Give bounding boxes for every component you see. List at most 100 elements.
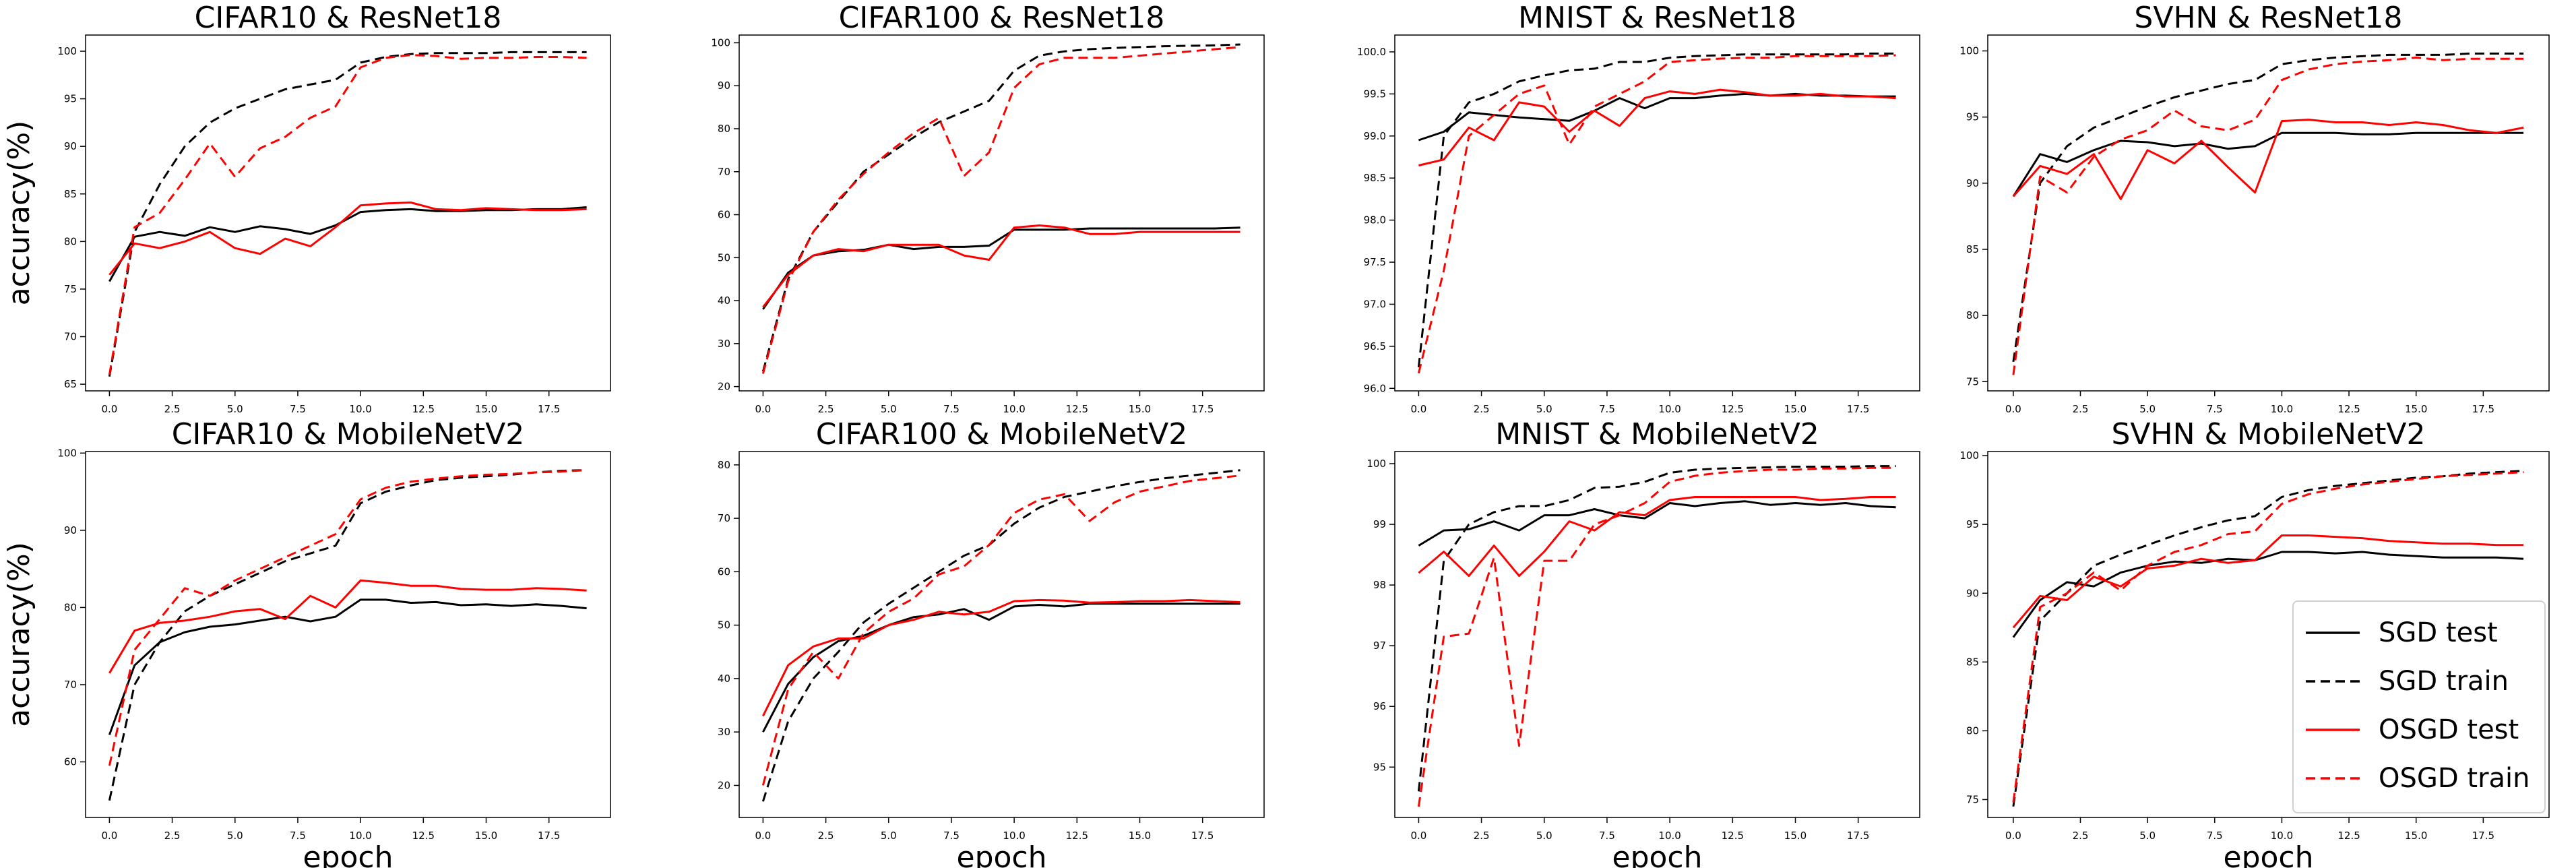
x-tick-label: 15.0 bbox=[475, 403, 497, 415]
y-tick-label: 100 bbox=[1959, 450, 1979, 462]
series-line-osgd-train bbox=[2012, 471, 2524, 803]
legend-swatch bbox=[2306, 775, 2360, 782]
y-tick-label: 70 bbox=[718, 166, 730, 178]
axes-frame bbox=[85, 451, 611, 818]
series-line-sgd-test bbox=[762, 602, 1240, 733]
x-tick-label: 0.0 bbox=[755, 403, 771, 415]
x-tick-label: 17.5 bbox=[1847, 830, 1869, 842]
y-tick-label: 80 bbox=[718, 123, 730, 135]
axes-frame bbox=[1987, 34, 2550, 392]
y-tick-label: 96 bbox=[1373, 700, 1386, 712]
x-tick-label: 15.0 bbox=[1129, 403, 1151, 415]
x-tick-label: 17.5 bbox=[1191, 403, 1214, 415]
y-tick-label: 98.5 bbox=[1364, 172, 1386, 184]
plot-area: 0.0 2.5 5.0 7.5 10.0 12.5 15.0 17.5 75 80 85 90 95 10… bbox=[1959, 417, 2550, 868]
x-tick-label: 2.5 bbox=[818, 403, 834, 415]
x-tick-label: 12.5 bbox=[2337, 830, 2360, 842]
x-tick-label: 2.5 bbox=[818, 830, 834, 842]
axes-frame bbox=[1394, 451, 1920, 818]
x-tick-label: 7.5 bbox=[290, 403, 306, 415]
chart-panel-svhn-mobilenetv2: 0.0 2.5 5.0 7.5 10.0 12.5 15.0 17.5 75 80 85 90 95 10… bbox=[1959, 417, 2550, 868]
chart-title: CIFAR10 & MobileNetV2 bbox=[172, 417, 525, 452]
x-tick-label: 17.5 bbox=[538, 403, 560, 415]
x-tick-label: 5.0 bbox=[227, 830, 243, 842]
series-line-osgd-train bbox=[1417, 466, 1896, 807]
y-tick-label: 96.5 bbox=[1364, 340, 1386, 352]
chart-panel-cifar100-mobilenetv2: 0.0 2.5 5.0 7.5 10.0 12.5 15.0 17.5 20 30 40 50 60 70… bbox=[718, 417, 1265, 868]
x-tick-label: 5.0 bbox=[881, 830, 897, 842]
y-tick-label: 65 bbox=[64, 378, 77, 390]
chart-panel-cifar10-resnet18: 0.0 2.5 5.0 7.5 10.0 12.5 15.0 17.5 65 70 75 80 85 90… bbox=[2, 1, 611, 415]
y-tick-label: 80 bbox=[64, 235, 77, 247]
legend-label: OSGD test bbox=[2379, 714, 2519, 745]
x-tick-label: 2.5 bbox=[164, 403, 181, 415]
x-tick-label: 7.5 bbox=[943, 830, 960, 842]
x-axis-label: epoch bbox=[303, 840, 394, 868]
x-tick-label: 15.0 bbox=[2405, 403, 2427, 415]
x-tick-label: 15.0 bbox=[475, 830, 497, 842]
y-tick-label: 75 bbox=[64, 283, 77, 295]
chart-panel-mnist-resnet18: 0.0 2.5 5.0 7.5 10.0 12.5 15.0 17.5 96.0 96.5 97.0… bbox=[1357, 1, 1920, 415]
y-tick-label: 50 bbox=[718, 251, 730, 264]
x-tick-label: 17.5 bbox=[2472, 830, 2494, 842]
y-tick-label: 100 bbox=[1959, 45, 1979, 57]
series-line-osgd-train bbox=[761, 46, 1240, 374]
series-line-osgd-train bbox=[2012, 56, 2524, 375]
y-tick-label: 70 bbox=[718, 512, 730, 524]
y-axis-label: accuracy(%) bbox=[2, 121, 36, 306]
x-tick-label: 10.0 bbox=[1658, 403, 1680, 415]
x-tick-label: 15.0 bbox=[1784, 403, 1807, 415]
series-line-sgd-train bbox=[761, 469, 1240, 802]
x-tick-label: 12.5 bbox=[412, 830, 435, 842]
x-tick-label: 5.0 bbox=[1536, 830, 1552, 842]
x-tick-label: 17.5 bbox=[1191, 830, 1214, 842]
y-tick-label: 100.0 bbox=[1357, 46, 1386, 58]
plot-area: 0.0 2.5 5.0 7.5 10.0 12.5 15.0 17.5 75 80 85 90 95 10… bbox=[1959, 1, 2550, 415]
x-tick-label: 0.0 bbox=[755, 830, 771, 842]
legend: SGD test SGD train OSGD test OSGD train bbox=[2292, 600, 2546, 813]
y-tick-label: 99 bbox=[1373, 518, 1386, 530]
y-tick-label: 60 bbox=[718, 209, 730, 221]
x-tick-label: 10.0 bbox=[2271, 830, 2293, 842]
series-line-osgd-train bbox=[108, 54, 587, 375]
y-tick-label: 80 bbox=[64, 601, 77, 613]
x-tick-label: 17.5 bbox=[2472, 403, 2494, 415]
legend-swatch bbox=[2306, 629, 2360, 636]
y-tick-label: 20 bbox=[718, 779, 730, 791]
x-tick-label: 2.5 bbox=[164, 830, 181, 842]
x-tick-label: 2.5 bbox=[1474, 403, 1490, 415]
y-tick-label: 95 bbox=[1966, 111, 1979, 123]
x-tick-label: 12.5 bbox=[1066, 830, 1088, 842]
x-axis-label: epoch bbox=[2224, 840, 2314, 868]
plot-area: 0.0 2.5 5.0 7.5 10.0 12.5 15.0 17.5 95 96 97 98 99 10… bbox=[1366, 417, 1920, 868]
series-line-osgd-test bbox=[1418, 88, 1896, 166]
x-tick-label: 7.5 bbox=[943, 403, 960, 415]
series-line-sgd-test bbox=[2012, 551, 2524, 638]
y-tick-label: 100 bbox=[57, 45, 77, 57]
x-tick-label: 0.0 bbox=[1410, 403, 1426, 415]
y-tick-label: 97 bbox=[1373, 640, 1386, 652]
series-line-osgd-test bbox=[762, 224, 1240, 308]
series-line-osgd-test bbox=[1418, 496, 1896, 578]
x-tick-label: 12.5 bbox=[1722, 403, 1744, 415]
x-tick-label: 12.5 bbox=[412, 403, 435, 415]
x-tick-label: 7.5 bbox=[2207, 403, 2223, 415]
y-tick-label: 85 bbox=[64, 188, 77, 200]
y-tick-label: 70 bbox=[64, 331, 77, 343]
chart-title: SVHN & MobileNetV2 bbox=[2112, 417, 2426, 452]
x-tick-label: 7.5 bbox=[1599, 830, 1615, 842]
series-line-sgd-train bbox=[761, 43, 1240, 372]
y-tick-label: 60 bbox=[64, 756, 77, 768]
axes-frame bbox=[739, 34, 1265, 392]
chart-panel-cifar10-mobilenetv2: 0.0 2.5 5.0 7.5 10.0 12.5 15.0 17.5 60 70 80 90 100 C… bbox=[2, 417, 611, 868]
x-tick-label: 12.5 bbox=[1722, 830, 1744, 842]
legend-label: SGD test bbox=[2379, 617, 2498, 648]
y-tick-label: 40 bbox=[718, 673, 730, 685]
plot-area: 0.0 2.5 5.0 7.5 10.0 12.5 15.0 17.5 20 30 40 50 60 70… bbox=[718, 417, 1265, 868]
y-tick-label: 60 bbox=[718, 565, 730, 578]
legend-swatch bbox=[2306, 678, 2360, 685]
legend-entry-osgd-train: OSGD train bbox=[2306, 758, 2530, 799]
y-tick-label: 90 bbox=[1966, 177, 1979, 189]
x-tick-label: 10.0 bbox=[349, 403, 371, 415]
y-tick-label: 97.5 bbox=[1364, 256, 1386, 268]
